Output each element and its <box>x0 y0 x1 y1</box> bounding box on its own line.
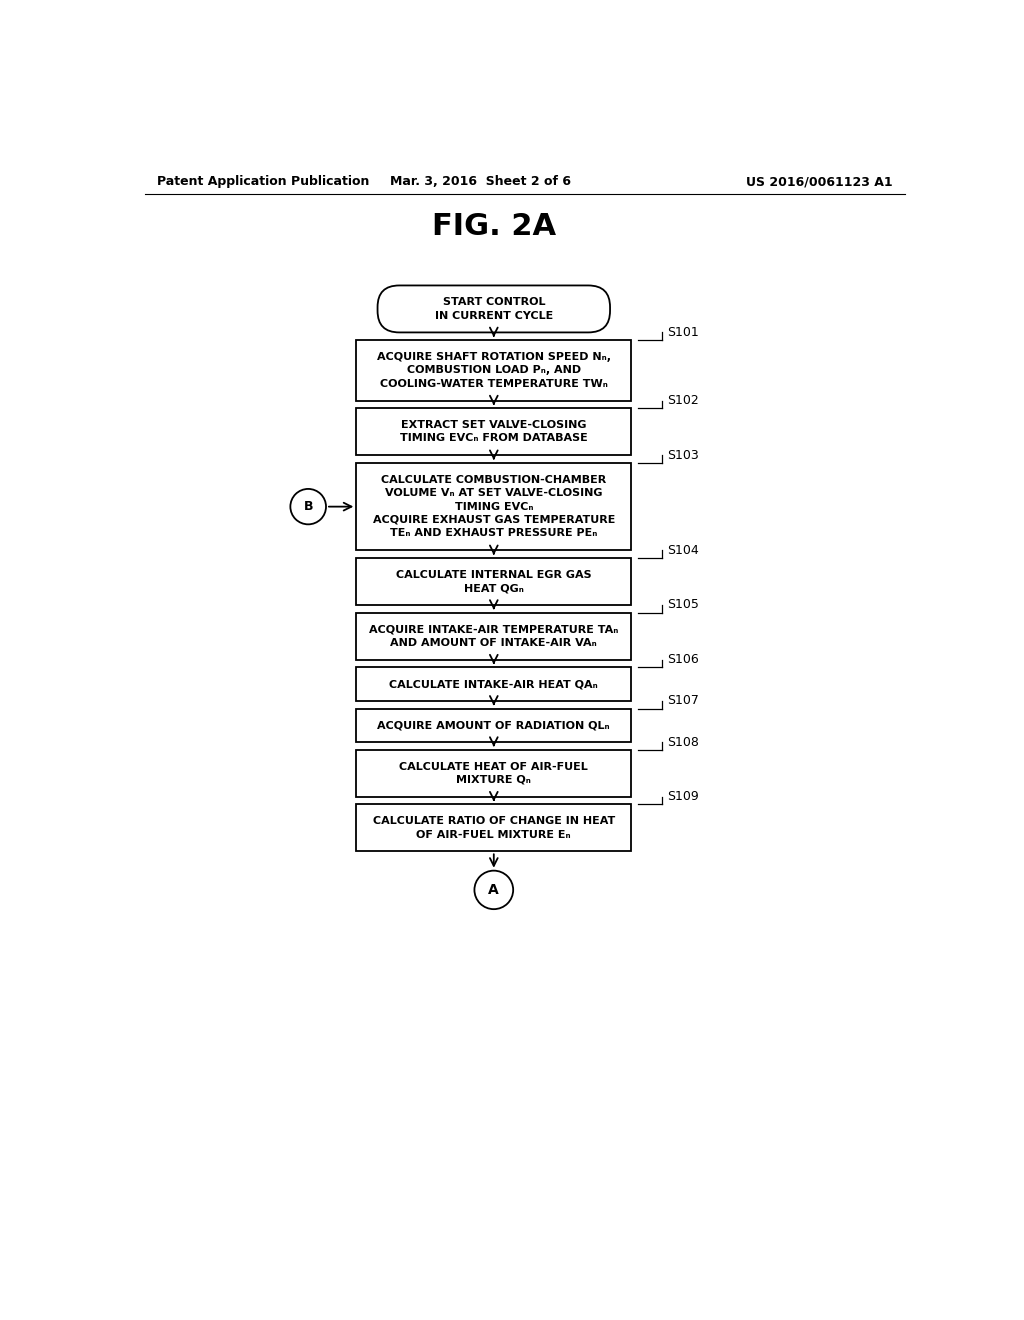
Text: CALCULATE INTERNAL EGR GAS
HEAT QGₙ: CALCULATE INTERNAL EGR GAS HEAT QGₙ <box>396 570 592 593</box>
Text: S107: S107 <box>667 694 699 708</box>
Text: S101: S101 <box>667 326 698 339</box>
FancyBboxPatch shape <box>356 612 632 660</box>
Text: ACQUIRE AMOUNT OF RADIATION QLₙ: ACQUIRE AMOUNT OF RADIATION QLₙ <box>378 721 610 730</box>
Text: A: A <box>488 883 499 896</box>
Text: CALCULATE COMBUSTION-CHAMBER
VOLUME Vₙ AT SET VALVE-CLOSING
TIMING EVCₙ
ACQUIRE : CALCULATE COMBUSTION-CHAMBER VOLUME Vₙ A… <box>373 475 615 539</box>
Text: FIG. 2A: FIG. 2A <box>432 211 556 240</box>
Text: Mar. 3, 2016  Sheet 2 of 6: Mar. 3, 2016 Sheet 2 of 6 <box>390 176 571 187</box>
Text: Patent Application Publication: Patent Application Publication <box>158 176 370 187</box>
Text: B: B <box>303 500 313 513</box>
FancyBboxPatch shape <box>356 408 632 455</box>
Text: CALCULATE HEAT OF AIR-FUEL
MIXTURE Qₙ: CALCULATE HEAT OF AIR-FUEL MIXTURE Qₙ <box>399 762 588 785</box>
Text: S108: S108 <box>667 735 699 748</box>
Text: US 2016/0061123 A1: US 2016/0061123 A1 <box>745 176 892 187</box>
Text: S105: S105 <box>667 598 699 611</box>
FancyBboxPatch shape <box>356 709 632 742</box>
Text: S109: S109 <box>667 791 698 804</box>
Text: S106: S106 <box>667 653 698 667</box>
Text: S102: S102 <box>667 395 698 407</box>
FancyBboxPatch shape <box>356 804 632 851</box>
Text: S103: S103 <box>667 449 698 462</box>
Text: S104: S104 <box>667 544 698 557</box>
Text: START CONTROL
IN CURRENT CYCLE: START CONTROL IN CURRENT CYCLE <box>434 297 553 321</box>
FancyBboxPatch shape <box>356 341 632 400</box>
FancyBboxPatch shape <box>356 558 632 605</box>
FancyBboxPatch shape <box>356 668 632 701</box>
Text: EXTRACT SET VALVE-CLOSING
TIMING EVCₙ FROM DATABASE: EXTRACT SET VALVE-CLOSING TIMING EVCₙ FR… <box>400 420 588 444</box>
FancyBboxPatch shape <box>356 750 632 797</box>
Text: CALCULATE INTAKE-AIR HEAT QAₙ: CALCULATE INTAKE-AIR HEAT QAₙ <box>389 678 598 689</box>
Text: CALCULATE RATIO OF CHANGE IN HEAT
OF AIR-FUEL MIXTURE Eₙ: CALCULATE RATIO OF CHANGE IN HEAT OF AIR… <box>373 816 615 840</box>
Text: ACQUIRE INTAKE-AIR TEMPERATURE TAₙ
AND AMOUNT OF INTAKE-AIR VAₙ: ACQUIRE INTAKE-AIR TEMPERATURE TAₙ AND A… <box>369 624 618 648</box>
FancyBboxPatch shape <box>378 285 610 333</box>
Text: ACQUIRE SHAFT ROTATION SPEED Nₙ,
COMBUSTION LOAD Pₙ, AND
COOLING-WATER TEMPERATU: ACQUIRE SHAFT ROTATION SPEED Nₙ, COMBUST… <box>377 352 610 388</box>
FancyBboxPatch shape <box>356 463 632 550</box>
